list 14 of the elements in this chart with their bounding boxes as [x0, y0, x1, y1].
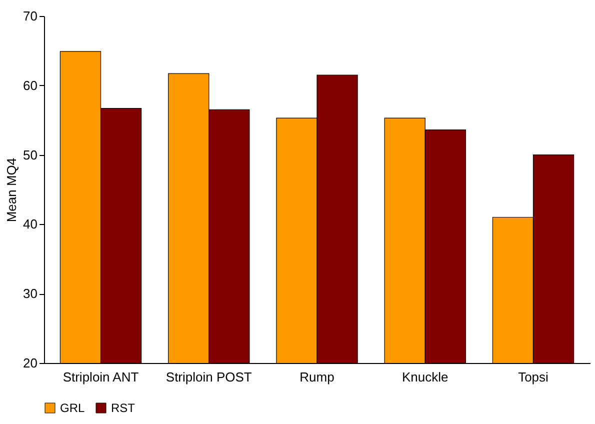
y-tick-label: 20 — [23, 356, 38, 370]
y-tick-label: 30 — [23, 286, 38, 302]
legend-label: GRL — [60, 401, 85, 415]
y-tick-label: 70 — [23, 8, 38, 24]
y-tick-label: 60 — [23, 78, 38, 93]
y-axis-title: Mean MQ4 — [4, 158, 20, 222]
x-tick-label: Striploin ANT — [62, 370, 139, 384]
legend-label: RST — [111, 401, 136, 415]
x-tick-label: Topsi — [518, 370, 549, 384]
y-tick-label: 40 — [23, 216, 38, 232]
x-tick-label: Rump — [300, 370, 334, 384]
x-tick-label: Knuckle — [402, 370, 448, 384]
x-tick-label: Striploin POST — [166, 370, 252, 384]
y-tick-label: 50 — [23, 147, 38, 162]
